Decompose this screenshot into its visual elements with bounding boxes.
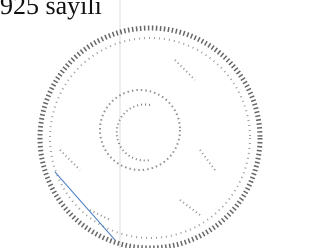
background bbox=[0, 0, 276, 248]
header-text: 925 sayılı bbox=[0, 0, 102, 20]
page: 925 sayılı (() => { const data = JSON.pa… bbox=[0, 0, 276, 248]
scan: 925 sayılı bbox=[0, 0, 276, 248]
